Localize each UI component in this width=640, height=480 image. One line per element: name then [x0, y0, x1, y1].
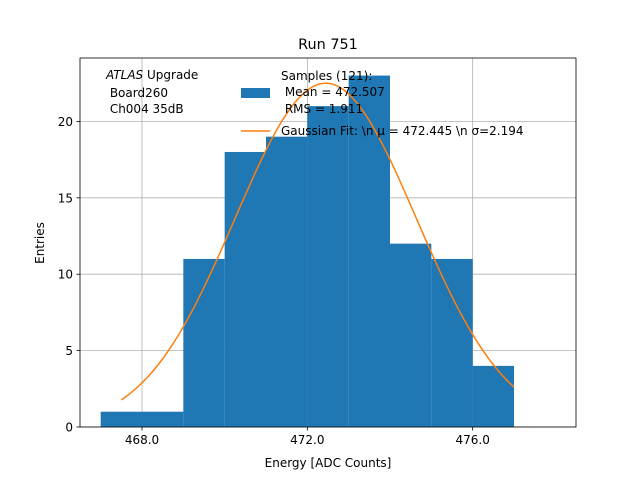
legend-samples-swatch — [241, 88, 270, 98]
x-axis-ticks: 468.0 472.0 476.0 — [125, 427, 490, 447]
x-tick-label-2: 476.0 — [455, 433, 489, 447]
histogram-bar-3 — [266, 136, 308, 427]
info-line-1: ATLAS Upgrade — [105, 68, 198, 82]
histogram-bar-4 — [307, 106, 349, 427]
y-axis-ticks: 0 5 10 15 20 — [58, 115, 80, 435]
info-atlas: ATLAS — [105, 68, 144, 82]
x-tick-label-1: 472.0 — [290, 433, 324, 447]
histogram-bar-2 — [224, 151, 266, 428]
gaussian-fit-line — [120, 82, 515, 401]
legend-fit-label: Gaussian Fit: \n μ = 472.445 \n σ=2.194 — [281, 124, 524, 138]
y-tick-label-4: 20 — [58, 115, 73, 129]
y-tick-label-3: 15 — [58, 191, 73, 205]
x-tick-label-0: 468.0 — [125, 433, 159, 447]
x-axis-label: Energy [ADC Counts] — [265, 456, 392, 470]
chart-title: Run 751 — [298, 37, 358, 53]
histogram-bar-7 — [431, 258, 473, 427]
y-tick-label-1: 5 — [65, 344, 73, 358]
legend: Samples (121): Mean = 472.507 RMS = 1.91… — [241, 69, 524, 138]
histogram-bar-0 — [100, 411, 184, 427]
histogram-bar-6 — [390, 243, 432, 427]
y-axis-label: Entries — [33, 222, 47, 264]
histogram-bar-5 — [348, 75, 390, 428]
legend-samples-line-1: Samples (121): — [281, 69, 372, 83]
info-line-2: Board260 — [106, 86, 168, 100]
gaussian-fit-curve — [120, 82, 515, 401]
y-tick-label-0: 0 — [65, 421, 73, 435]
plot-frame — [79, 57, 577, 428]
legend-samples-line-3: RMS = 1.911 — [281, 102, 363, 116]
info-upgrade: Upgrade — [143, 68, 198, 82]
legend-samples-line-2: Mean = 472.507 — [281, 85, 385, 99]
histogram-bar-1 — [183, 258, 225, 427]
info-line-3: Ch004 35dB — [106, 102, 184, 116]
y-tick-label-2: 10 — [58, 268, 73, 282]
info-annotation: ATLAS Upgrade Board260 Ch004 35dB — [105, 68, 198, 116]
histogram-bar-8 — [472, 365, 514, 427]
